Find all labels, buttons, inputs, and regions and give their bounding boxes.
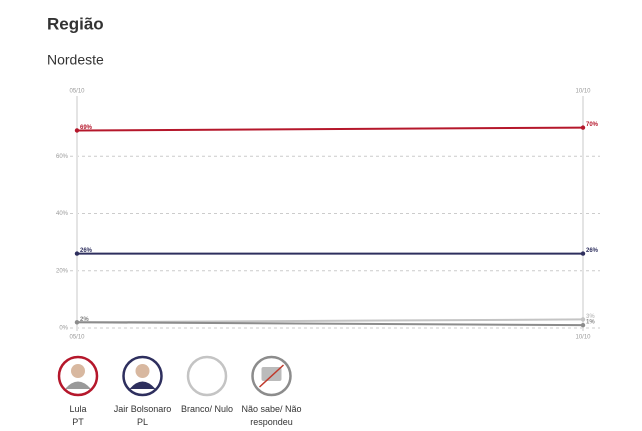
legend-body — [65, 381, 91, 389]
x-tick-label: 10/10 — [575, 335, 591, 341]
point — [580, 317, 586, 322]
point — [74, 128, 80, 133]
point — [580, 125, 586, 130]
data-label: 26% — [80, 248, 93, 254]
legend-face — [71, 364, 85, 378]
point — [580, 251, 586, 256]
legend-name: Jair Bolsonaro — [113, 404, 172, 414]
series-line — [76, 321, 584, 327]
data-label: 1% — [586, 320, 595, 326]
data-label: 2% — [80, 317, 89, 323]
point — [580, 322, 586, 328]
title: Região — [47, 14, 104, 33]
point — [74, 320, 80, 325]
y-tick-label: 0% — [59, 326, 68, 332]
legend-icon — [186, 355, 228, 397]
data-label: 2% — [80, 317, 89, 323]
legend-party: PT — [72, 417, 84, 427]
legend-item[interactable]: Lula PT — [38, 403, 118, 429]
legend-body — [129, 381, 156, 389]
legend-item[interactable]: Não sabe/ Não respondeu — [232, 403, 312, 429]
legend-slash — [258, 364, 285, 388]
y-tick-label: 20% — [56, 268, 69, 274]
data-label: 3% — [586, 314, 595, 320]
data-label: 26% — [586, 248, 599, 254]
y-tick-label: 40% — [56, 211, 69, 217]
legend-name: Lula — [69, 404, 87, 414]
data-label: 70% — [586, 122, 599, 128]
data-label: 69% — [80, 125, 93, 131]
legend-name: Não sabe/ Não respondeu — [241, 404, 302, 427]
point — [74, 251, 80, 256]
legend-party: PL — [136, 417, 148, 427]
y-tick-label: 60% — [56, 154, 69, 160]
legend-face — [135, 364, 150, 378]
series-line — [76, 126, 584, 132]
x-tick-label: 10/10 — [575, 89, 591, 95]
x-tick-label: 05/10 — [69, 89, 85, 95]
legend-item[interactable]: Branco/ Nulo — [167, 403, 247, 416]
x-tick-label: 05/10 — [69, 335, 85, 341]
subtitle: Nordeste — [47, 52, 104, 68]
legend-name: Branco/ Nulo — [180, 404, 234, 414]
legend-item[interactable]: Jair Bolsonaro PL — [103, 403, 183, 429]
